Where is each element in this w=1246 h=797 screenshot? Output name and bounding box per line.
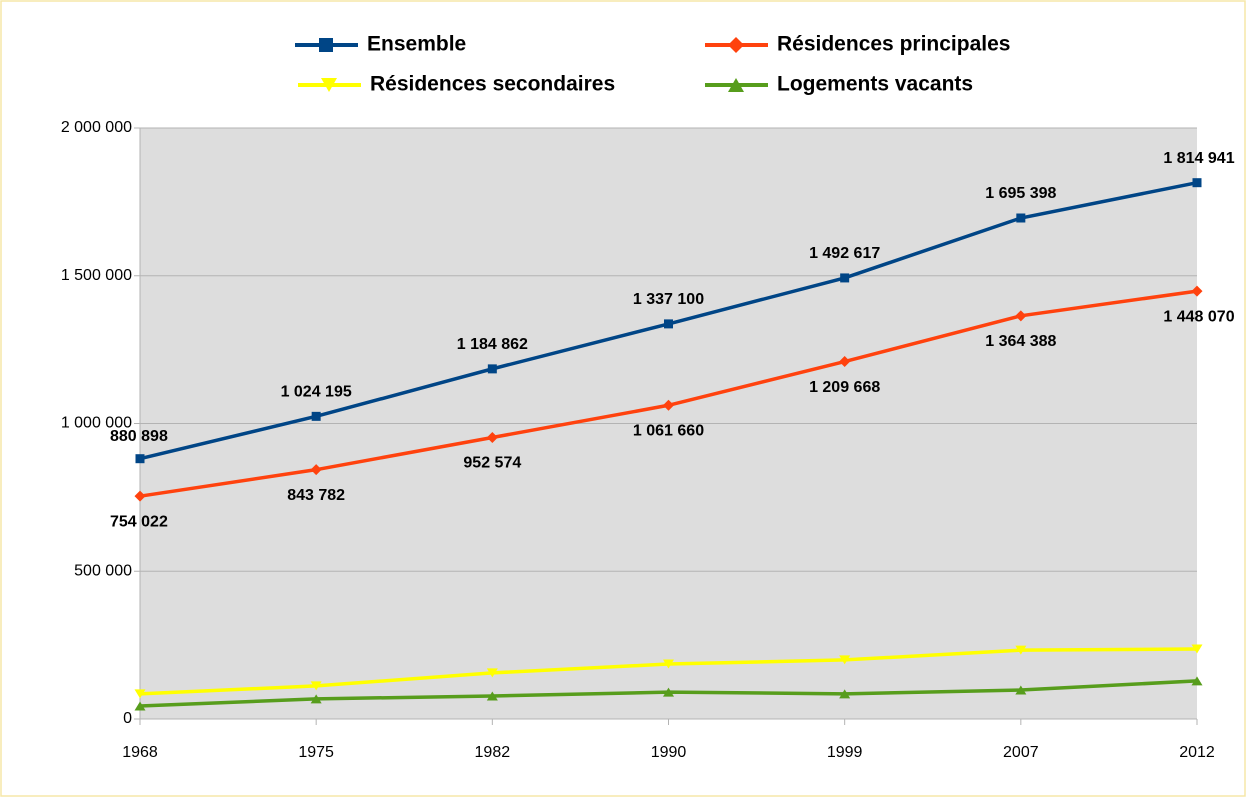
data-label: 1 814 941 [1163,150,1234,167]
marker [728,37,744,53]
x-tick-label: 2012 [1179,744,1215,761]
data-label: 1 061 660 [633,422,704,439]
marker [134,689,146,699]
marker [1016,213,1026,223]
marker [310,464,322,476]
data-label: 1 492 617 [809,245,880,262]
marker [663,659,674,669]
data-label: 843 782 [287,487,345,504]
legend-label: Logements vacants [777,73,973,96]
marker [310,694,322,704]
data-label: 1 024 195 [281,384,352,401]
marker [663,399,674,411]
x-tick-label: 1999 [827,744,863,761]
marker [487,364,497,374]
y-tick-label: 0 [123,710,132,727]
y-tick-label: 2 000 000 [61,119,132,136]
legend-label: Ensemble [367,33,466,56]
marker [321,78,337,92]
marker [1015,310,1027,322]
x-tick-label: 1968 [122,744,158,761]
marker [310,681,322,691]
marker [319,38,333,52]
marker [839,655,851,665]
y-tick-label: 1 500 000 [61,267,132,284]
y-tick-label: 500 000 [74,562,132,579]
x-tick-label: 1975 [298,744,334,761]
marker [135,454,145,464]
marker [663,687,674,697]
data-label: 1 184 862 [457,336,528,353]
data-label: 1 337 100 [633,291,704,308]
marker [486,691,498,701]
y-tick-label: 1 000 000 [61,415,132,432]
marker [1015,645,1027,655]
legend-label: Résidences principales [777,33,1010,56]
marker [1191,676,1203,686]
marker [1191,285,1203,297]
x-tick-label: 1982 [475,744,511,761]
marker [134,701,146,711]
marker [486,668,498,678]
marker [1191,644,1203,654]
marker [311,411,321,421]
marker [839,689,851,699]
data-label: 754 022 [110,513,168,530]
marker [664,319,673,329]
marker [728,78,744,92]
legend-label: Résidences secondaires [370,73,615,96]
data-label: 1 364 388 [985,333,1056,350]
data-label: 952 574 [463,455,521,472]
marker [1192,178,1202,188]
data-label: 1 695 398 [985,185,1056,202]
data-label: 1 209 668 [809,379,880,396]
data-label: 880 898 [110,428,168,445]
x-tick-label: 2007 [1003,744,1039,761]
marker [1015,685,1027,695]
x-tick-label: 1990 [651,744,687,761]
marker [840,273,850,283]
marker [134,490,146,502]
data-label: 1 448 070 [1163,308,1234,325]
marker [839,356,851,368]
marker [486,432,498,444]
